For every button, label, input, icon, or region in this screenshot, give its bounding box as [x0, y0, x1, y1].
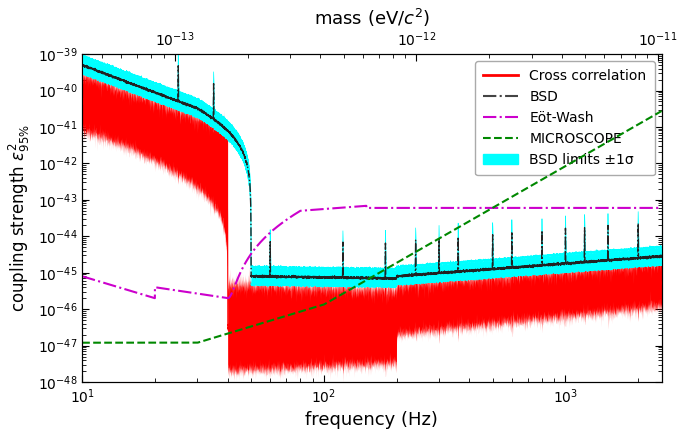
Legend: Cross correlation, BSD, Eöt-Wash, MICROSCOPE, BSD limits ±1σ: Cross correlation, BSD, Eöt-Wash, MICROS…	[475, 61, 655, 175]
Y-axis label: coupling strength $\varepsilon^2_{95\%}$: coupling strength $\varepsilon^2_{95\%}$	[7, 124, 32, 312]
X-axis label: mass (eV/$c^2$): mass (eV/$c^2$)	[314, 7, 430, 29]
X-axis label: frequency (Hz): frequency (Hz)	[306, 411, 438, 429]
